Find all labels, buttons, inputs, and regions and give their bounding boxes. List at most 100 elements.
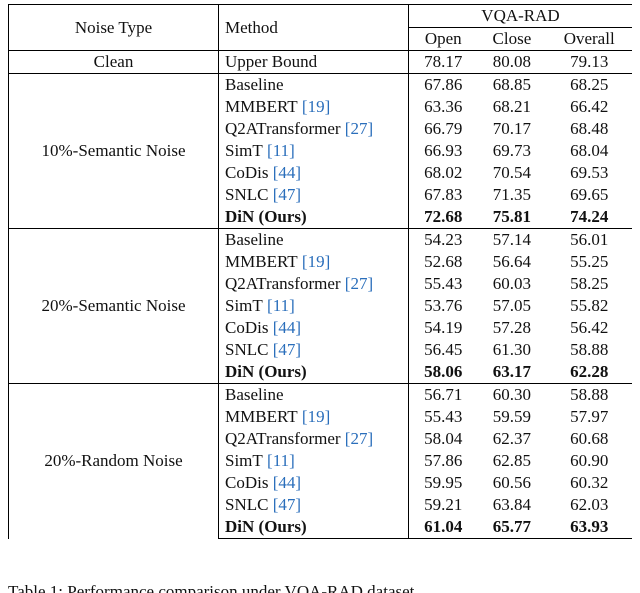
method-name: CoDis: [225, 318, 269, 337]
method-cell: MMBERT [19]: [218, 406, 409, 428]
value-cell: 68.48: [546, 118, 632, 140]
method-name: Q2ATransformer: [225, 274, 341, 293]
value-cell: 56.42: [546, 317, 632, 339]
value: 53.76: [424, 296, 463, 315]
caption: Table 1: Performance comparison under VQ…: [8, 582, 415, 593]
value: 78.17: [424, 52, 463, 71]
value-cell: 70.17: [477, 118, 546, 140]
citation: [11]: [267, 451, 295, 470]
value: 66.42: [570, 97, 609, 116]
value: 58.88: [570, 340, 609, 359]
value-cell: 56.64: [477, 251, 546, 273]
table-row: SimT [11] 57.86 62.85 60.90: [9, 450, 633, 472]
noise-cell: 20%-Random Noise: [8, 383, 219, 539]
value: 60.68: [570, 429, 609, 448]
value-cell: 67.83: [409, 184, 478, 206]
value-cell: 66.93: [409, 140, 478, 162]
citation: [47]: [272, 340, 302, 359]
value-cell: 57.14: [477, 228, 547, 251]
value: 79.13: [570, 52, 609, 71]
value: 60.90: [570, 451, 609, 470]
value: 68.48: [570, 119, 609, 138]
value-cell: 60.30: [477, 383, 547, 406]
value-cell: 56.45: [409, 339, 478, 361]
value: 57.97: [570, 407, 609, 426]
header-cell: VQA-RAD: [408, 4, 632, 28]
table-row: MMBERT [19] 55.43 59.59 57.97: [9, 406, 633, 428]
method-name: DiN (Ours): [225, 517, 307, 536]
value: 71.35: [492, 185, 532, 204]
method-cell: MMBERT [19]: [218, 96, 409, 118]
value-cell: 69.73: [477, 140, 546, 162]
value-cell: 69.53: [546, 162, 632, 184]
value-cell: 62.37: [477, 428, 546, 450]
method-cell: Q2ATransformer [27]: [218, 273, 409, 295]
header-cell: Method: [218, 4, 409, 51]
value-cell: 60.32: [546, 472, 632, 494]
method-cell: Baseline: [218, 228, 409, 251]
value-cell: 63.93: [546, 516, 632, 539]
table-row: Q2ATransformer [27] 55.43 60.03 58.25: [9, 273, 633, 295]
value: 57.05: [492, 296, 532, 315]
value-cell: 58.04: [409, 428, 478, 450]
value-cell: 74.24: [546, 206, 632, 229]
method-name: MMBERT: [225, 252, 298, 271]
value-cell: 63.84: [477, 494, 546, 516]
method-name: Q2ATransformer: [225, 429, 341, 448]
method-cell: CoDis [44]: [218, 317, 409, 339]
method-name: MMBERT: [225, 97, 298, 116]
method-name: MMBERT: [225, 407, 298, 426]
method-cell: CoDis [44]: [218, 162, 409, 184]
value: 60.03: [492, 274, 532, 293]
method-cell: DiN (Ours): [218, 206, 409, 229]
value: 62.37: [492, 429, 532, 448]
value: 56.71: [424, 385, 463, 404]
method-cell: SNLC [47]: [218, 494, 409, 516]
method-name: DiN (Ours): [225, 362, 307, 381]
value: 63.17: [492, 362, 532, 381]
citation: [11]: [267, 141, 295, 160]
value-cell: 68.21: [477, 96, 546, 118]
value: 58.04: [424, 429, 463, 448]
method-cell: Upper Bound: [218, 50, 409, 74]
value-cell: 57.28: [477, 317, 546, 339]
value: 56.64: [492, 252, 532, 271]
value: 60.56: [492, 473, 532, 492]
method-name: Baseline: [225, 230, 284, 249]
table-row: DiN (Ours) 72.68 75.81 74.24: [9, 206, 633, 229]
header-cell: Close: [477, 27, 547, 51]
value: 67.86: [424, 75, 463, 94]
value-cell: 62.85: [477, 450, 546, 472]
method-cell: CoDis [44]: [218, 472, 409, 494]
value: 62.28: [570, 362, 609, 381]
value: 63.36: [424, 97, 463, 116]
value-cell: 68.04: [546, 140, 632, 162]
value: 62.85: [492, 451, 532, 470]
value: 67.83: [424, 185, 463, 204]
value-cell: 68.85: [477, 73, 547, 96]
value-cell: 58.88: [546, 339, 632, 361]
value-cell: 69.65: [546, 184, 632, 206]
value-cell: 60.68: [546, 428, 632, 450]
value: 57.14: [492, 230, 532, 249]
value-cell: 58.06: [409, 361, 478, 384]
value: 55.25: [570, 252, 609, 271]
citation: [27]: [344, 274, 374, 293]
table-row: CoDis [44] 54.19 57.28 56.42: [9, 317, 633, 339]
table-row: SNLC [47] 59.21 63.84 62.03: [9, 494, 633, 516]
value: 56.01: [570, 230, 609, 249]
value: 74.24: [570, 207, 609, 226]
value-cell: 55.43: [409, 406, 478, 428]
citation: [47]: [272, 495, 302, 514]
value-cell: 59.59: [477, 406, 546, 428]
value: 69.65: [570, 185, 609, 204]
table-row: DiN (Ours) 58.06 63.17 62.28: [9, 361, 633, 384]
method-cell: DiN (Ours): [218, 361, 409, 384]
value: 52.68: [424, 252, 463, 271]
value: 68.25: [570, 75, 609, 94]
citation: [44]: [272, 163, 302, 182]
citation: [27]: [344, 429, 374, 448]
method-cell: SNLC [47]: [218, 339, 409, 361]
value: 70.17: [492, 119, 532, 138]
value-cell: 54.19: [409, 317, 478, 339]
